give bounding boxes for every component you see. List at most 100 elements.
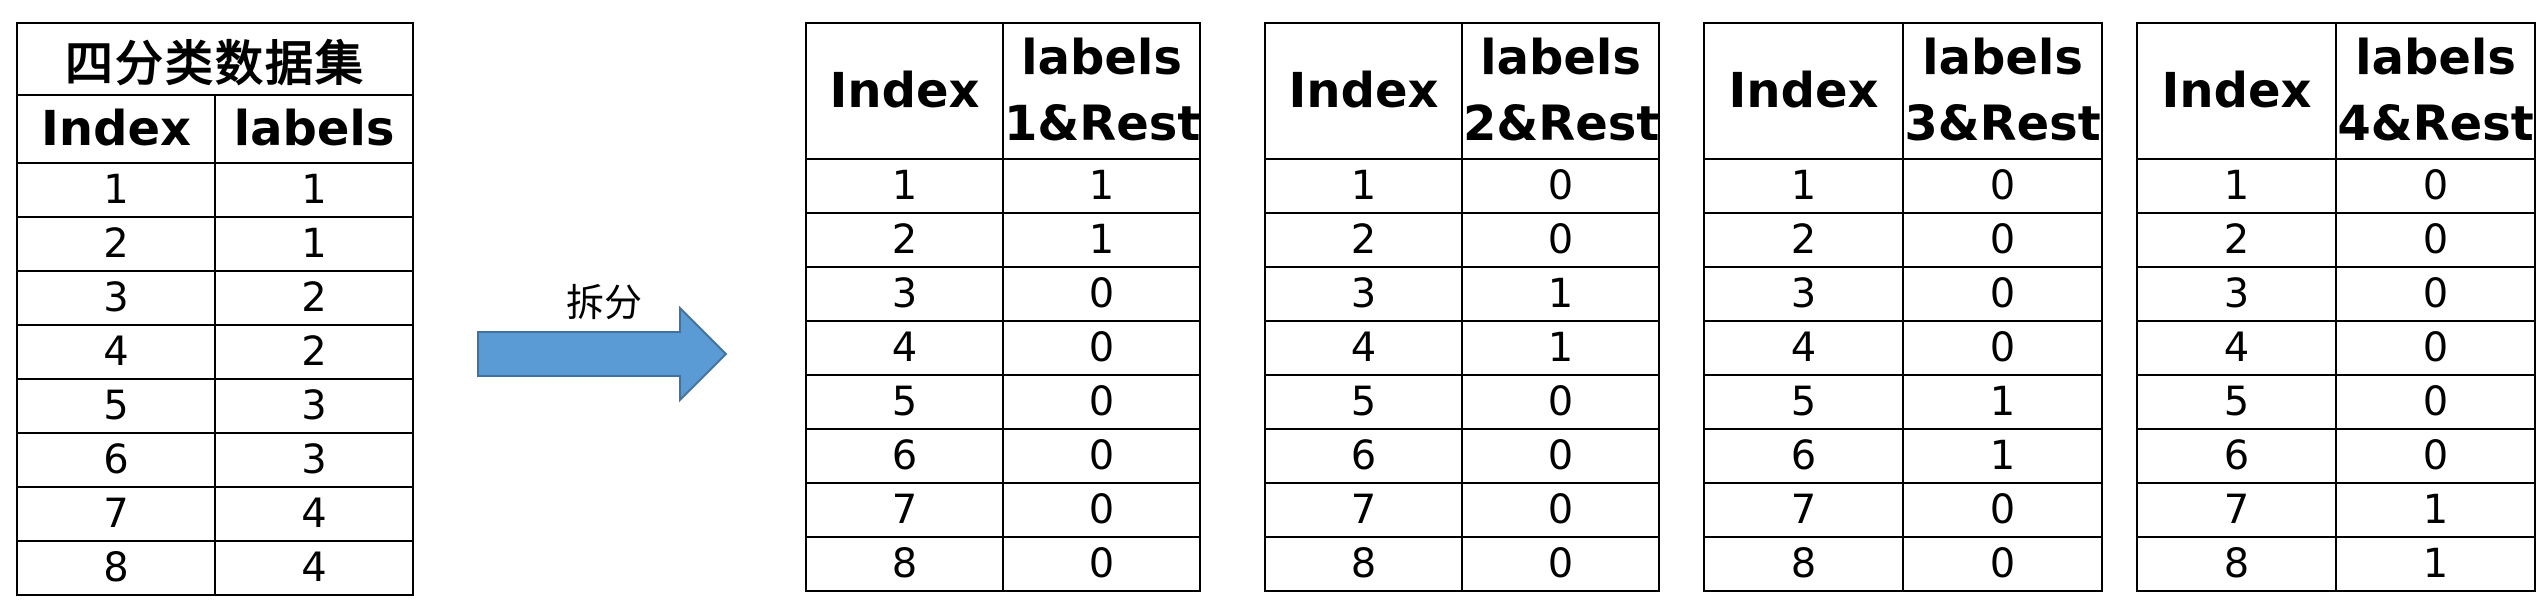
header-index: Index bbox=[1264, 22, 1463, 160]
index-cell: 2 bbox=[16, 216, 216, 272]
binary-label-cell: 1 bbox=[1902, 374, 2103, 430]
binary-label-cell: 0 bbox=[1002, 482, 1201, 538]
index-cell: 6 bbox=[2136, 428, 2337, 484]
binary-label-cell: 0 bbox=[2335, 320, 2536, 376]
index-cell: 6 bbox=[1264, 428, 1463, 484]
index-cell: 1 bbox=[1264, 158, 1463, 214]
binary-label-cell: 0 bbox=[1902, 266, 2103, 322]
binary-label-cell: 0 bbox=[2335, 212, 2536, 268]
index-cell: 7 bbox=[805, 482, 1004, 538]
binary-label-cell: 1 bbox=[2335, 536, 2536, 592]
label-cell: 1 bbox=[213, 216, 415, 272]
index-cell: 5 bbox=[1703, 374, 1904, 430]
binary-label-cell: 0 bbox=[1902, 536, 2103, 592]
binary-label-cell: 0 bbox=[1461, 536, 1660, 592]
index-cell: 2 bbox=[2136, 212, 2337, 268]
label-cell: 4 bbox=[213, 486, 415, 542]
split-arrow-label: 拆分 bbox=[566, 281, 643, 325]
label-cell: 3 bbox=[213, 378, 415, 434]
label-cell: 2 bbox=[213, 324, 415, 380]
binary-label-cell: 0 bbox=[1002, 320, 1201, 376]
index-cell: 5 bbox=[16, 378, 216, 434]
binary-label-cell: 0 bbox=[1902, 320, 2103, 376]
split-table-4: Index labels 4&Rest 1 0 2 0 3 0 4 0 5 0 6 0 7 1 8 1 bbox=[2136, 22, 2536, 592]
label-cell: 3 bbox=[213, 432, 415, 488]
index-cell: 3 bbox=[805, 266, 1004, 322]
index-cell: 7 bbox=[2136, 482, 2337, 538]
binary-label-cell: 0 bbox=[2335, 266, 2536, 322]
binary-label-cell: 1 bbox=[2335, 482, 2536, 538]
binary-label-cell: 0 bbox=[1461, 158, 1660, 214]
header-index: Index bbox=[1703, 22, 1904, 160]
index-cell: 1 bbox=[805, 158, 1004, 214]
binary-label-cell: 0 bbox=[1002, 266, 1201, 322]
split-table-3: Index labels 3&Rest 1 0 2 0 3 0 4 0 5 1 6 1 7 0 8 0 bbox=[1703, 22, 2103, 592]
header-row: Index labels 3&Rest bbox=[1703, 22, 2103, 160]
index-cell: 2 bbox=[805, 212, 1004, 268]
index-cell: 3 bbox=[1703, 266, 1904, 322]
source-header-index: Index bbox=[16, 94, 216, 164]
header-index: Index bbox=[2136, 22, 2337, 160]
label-cell: 2 bbox=[213, 270, 415, 326]
index-cell: 4 bbox=[805, 320, 1004, 376]
binary-label-cell: 0 bbox=[2335, 428, 2536, 484]
index-cell: 8 bbox=[16, 540, 216, 596]
index-cell: 3 bbox=[2136, 266, 2337, 322]
header-binary-labels: labels 2&Rest bbox=[1461, 22, 1660, 160]
binary-label-cell: 0 bbox=[1461, 482, 1660, 538]
header-binary-labels: labels 4&Rest bbox=[2335, 22, 2536, 160]
binary-label-cell: 0 bbox=[1461, 374, 1660, 430]
index-cell: 8 bbox=[1264, 536, 1463, 592]
index-cell: 8 bbox=[2136, 536, 2337, 592]
binary-label-cell: 0 bbox=[1902, 212, 2103, 268]
binary-label-cell: 0 bbox=[1461, 212, 1660, 268]
index-cell: 2 bbox=[1264, 212, 1463, 268]
index-cell: 3 bbox=[1264, 266, 1463, 322]
binary-label-cell: 0 bbox=[1002, 428, 1201, 484]
binary-label-cell: 0 bbox=[2335, 374, 2536, 430]
index-cell: 5 bbox=[1264, 374, 1463, 430]
source-header-labels: labels bbox=[213, 94, 415, 164]
index-cell: 7 bbox=[1264, 482, 1463, 538]
header-binary-labels: labels 1&Rest bbox=[1002, 22, 1201, 160]
header-row: Index labels 4&Rest bbox=[2136, 22, 2536, 160]
index-cell: 4 bbox=[1703, 320, 1904, 376]
index-cell: 8 bbox=[805, 536, 1004, 592]
split-table-2: Index labels 2&Rest 1 0 2 0 3 1 4 1 5 0 6 0 7 0 8 0 bbox=[1264, 22, 1660, 592]
binary-label-cell: 0 bbox=[1002, 374, 1201, 430]
label-cell: 4 bbox=[213, 540, 415, 596]
binary-label-cell: 1 bbox=[1002, 158, 1201, 214]
binary-label-cell: 0 bbox=[2335, 158, 2536, 214]
index-cell: 8 bbox=[1703, 536, 1904, 592]
binary-label-cell: 0 bbox=[1002, 536, 1201, 592]
index-cell: 5 bbox=[805, 374, 1004, 430]
header-index: Index bbox=[805, 22, 1004, 160]
